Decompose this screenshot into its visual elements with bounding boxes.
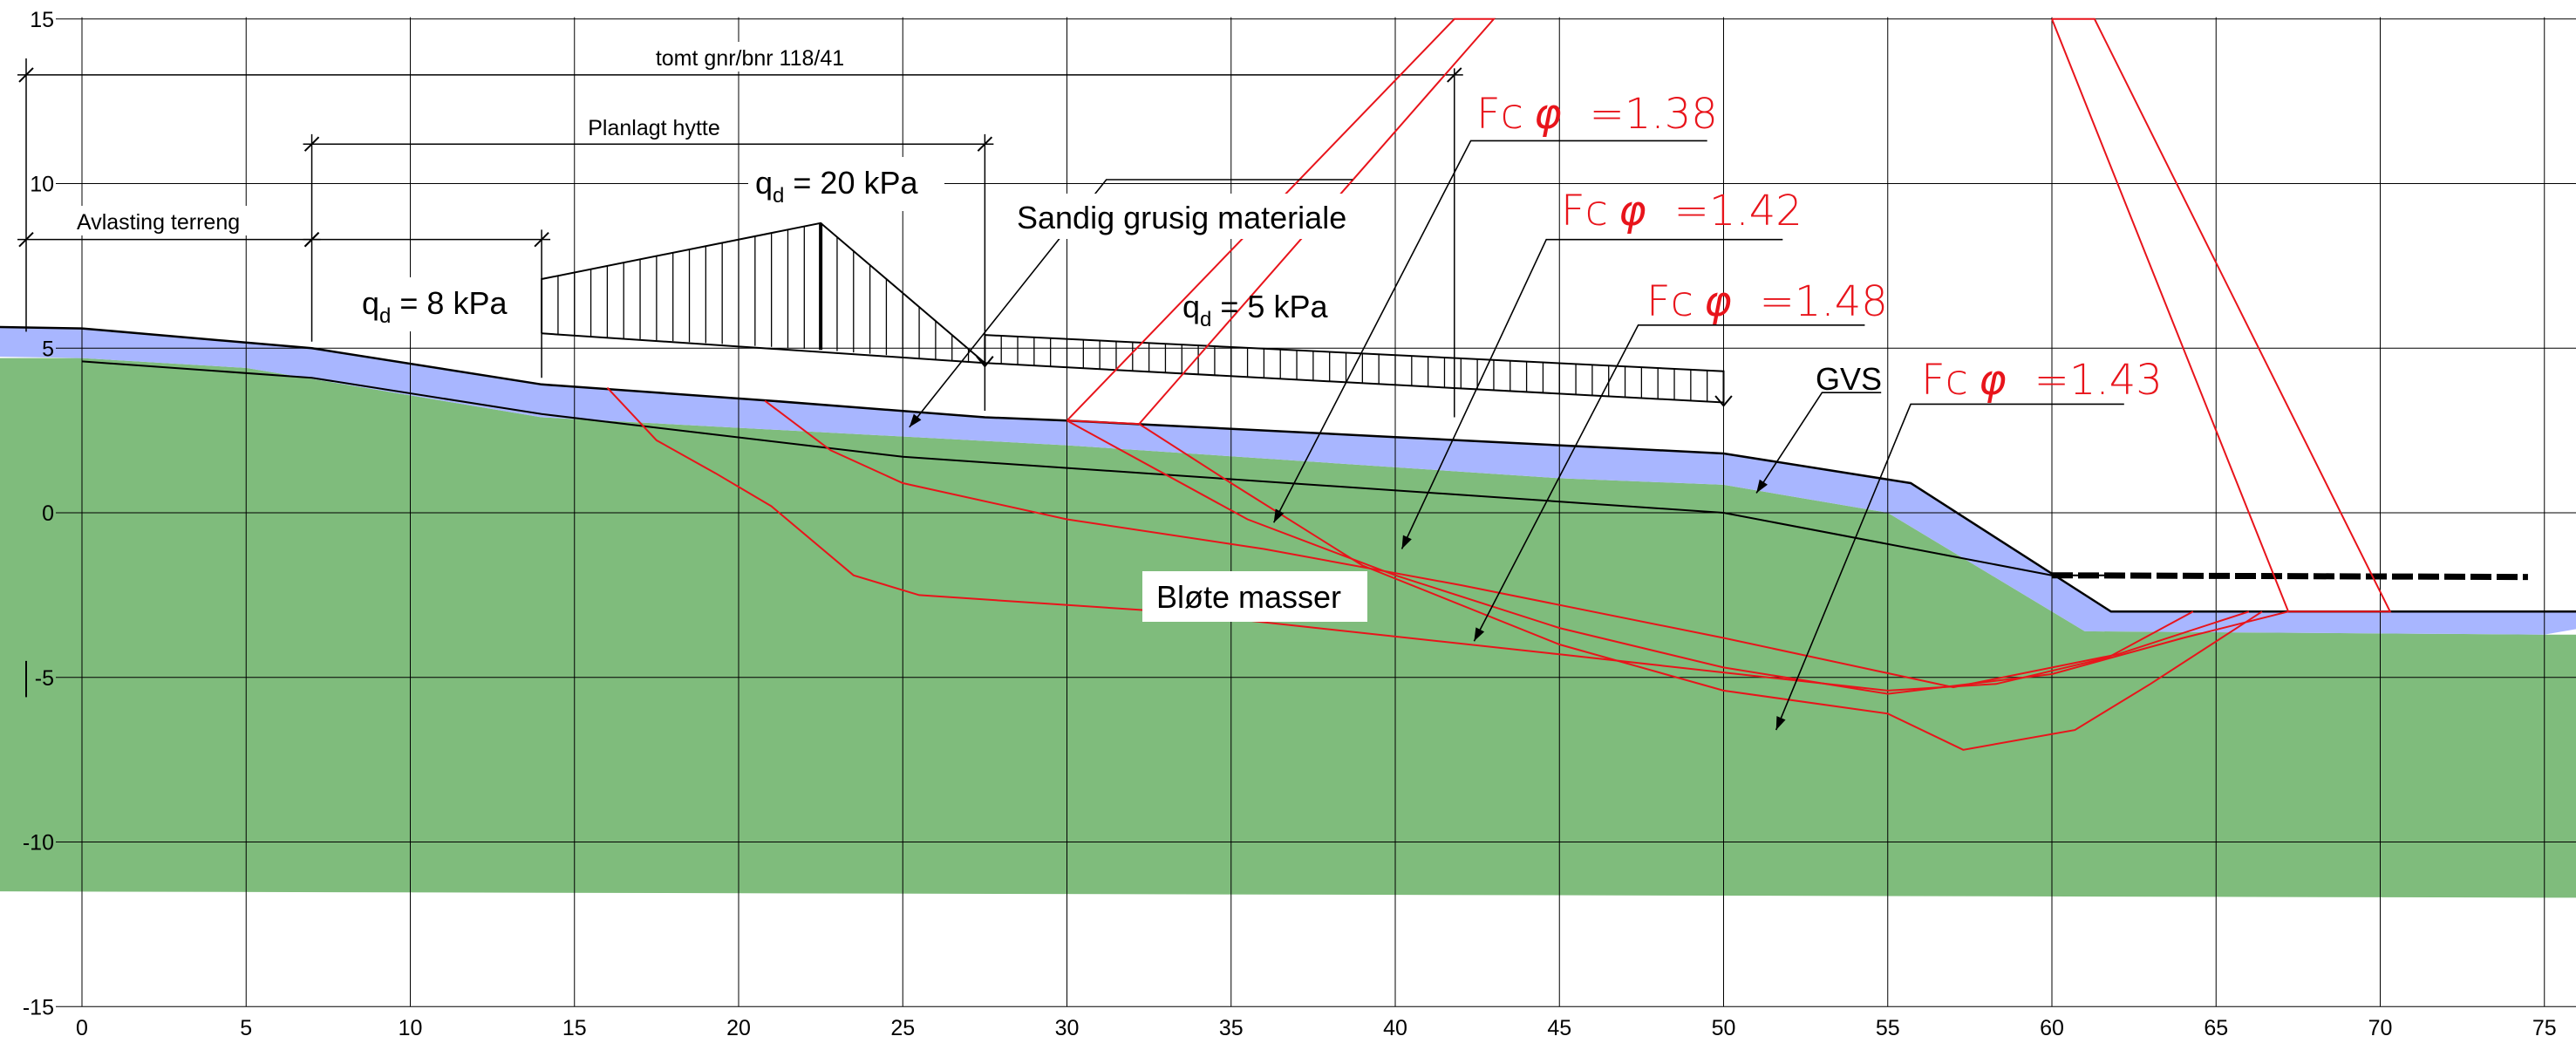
safety-factor-2: Fc φ =1.42 <box>1561 187 1803 235</box>
layer-label-fill: Sandig grusig materiale <box>1017 200 1346 235</box>
x-tick-label: 0 <box>76 1016 88 1039</box>
y-tick-label: 0 <box>42 501 54 526</box>
slip-surfaces <box>606 17 2392 751</box>
y-tick-label: -5 <box>35 666 54 691</box>
y-tick-label: 15 <box>30 8 54 32</box>
slip-surface <box>1138 423 2263 751</box>
y-tick-label: 5 <box>42 337 54 361</box>
load-outline-left <box>541 222 986 364</box>
layer-label-bg <box>1142 571 1367 622</box>
leader-fill <box>909 179 1353 428</box>
dim-label-bg <box>576 112 733 141</box>
y-tick-label: 10 <box>30 173 54 197</box>
leader-fs-4 <box>1775 403 2124 731</box>
x-tick-label: 5 <box>240 1016 252 1039</box>
layer-label-bg <box>1012 194 1360 239</box>
layer-label-groundwater: GVS <box>1816 361 1882 397</box>
soft-soil-area <box>0 358 2576 898</box>
x-tick-label: 70 <box>2368 1016 2393 1039</box>
soft-layer <box>0 358 2576 898</box>
x-tick-label: 25 <box>890 1016 915 1039</box>
load-outline-right <box>984 334 1725 404</box>
groundwater-line <box>81 360 2111 576</box>
water-level-dashed <box>2051 572 2528 581</box>
slip-surface <box>764 399 2250 689</box>
safety-factor-1: Fc φ =1.38 <box>1476 90 1718 139</box>
grid-lines <box>56 17 2576 1007</box>
safety-factor-3: Fc φ =1.48 <box>1646 277 1888 326</box>
dimension-lines <box>17 58 1463 698</box>
load-label-8: qd = 8 kPa <box>362 285 508 328</box>
dim-label-bg <box>641 42 859 72</box>
x-tick-label: 35 <box>1219 1016 1244 1039</box>
slip-wedge <box>1066 17 1496 426</box>
x-tick-label: 15 <box>562 1016 587 1039</box>
x-tick-label: 50 <box>1712 1016 1736 1039</box>
x-tick-label: 10 <box>399 1016 423 1039</box>
dim-label-cabin: Planlagt hytte <box>588 116 720 140</box>
slip-surface <box>1067 419 2289 695</box>
leader-fill-arrow <box>909 413 922 427</box>
load-label-20: qd = 20 kPa <box>755 165 918 208</box>
load-label-5: qd = 5 kPa <box>1182 289 1328 331</box>
load-label-bg <box>748 157 944 211</box>
slip-surface <box>606 386 2194 692</box>
leader-fs-3-arrow <box>1474 627 1485 642</box>
load-diagrams <box>541 222 1733 407</box>
leader-fs-2 <box>1400 238 1783 549</box>
x-tick-label: 45 <box>1547 1016 1571 1039</box>
x-tick-label: 40 <box>1383 1016 1407 1039</box>
x-tick-label: 60 <box>2040 1016 2064 1039</box>
x-tick-label: 30 <box>1055 1016 1080 1039</box>
leader-gvs-arrow <box>1756 479 1768 494</box>
leader-fs-2-arrow <box>1401 535 1412 549</box>
safety-factor-4: Fc φ =1.43 <box>1921 356 2163 405</box>
leader-fs-1-arrow <box>1273 508 1285 523</box>
slip-wedge <box>2051 17 2392 613</box>
leader-lines <box>909 140 2124 731</box>
dim-label-unloading: Avlasting terreng <box>77 210 240 235</box>
x-tick-label: 55 <box>1876 1016 1900 1039</box>
load-arrow <box>1714 395 1733 407</box>
load-base-left <box>542 332 985 365</box>
dim-label-bg <box>74 206 257 235</box>
leader-gvs <box>1755 392 1882 494</box>
load-label-bg <box>356 277 511 331</box>
dim-label-plot: tomt gnr/bnr 118/41 <box>656 46 844 71</box>
y-tick-label: -15 <box>23 995 54 1019</box>
fill-layer <box>0 327 2576 635</box>
y-tick-label: -10 <box>23 831 54 856</box>
x-tick-label: 75 <box>2532 1016 2557 1039</box>
leader-fs-1 <box>1272 140 1707 523</box>
leader-fs-4-arrow <box>1775 716 1786 731</box>
x-tick-label: 65 <box>2204 1016 2228 1039</box>
fill-soil-area <box>0 327 2576 635</box>
axis-ticks: 0 5 10 15 20 25 30 35 40 45 50 55 60 65 70 75151050-5-1… <box>23 8 2557 1040</box>
x-tick-label: 20 <box>726 1016 751 1039</box>
leader-fs-3 <box>1473 324 1865 642</box>
layer-label-soft: Bløte masser <box>1156 579 1341 615</box>
